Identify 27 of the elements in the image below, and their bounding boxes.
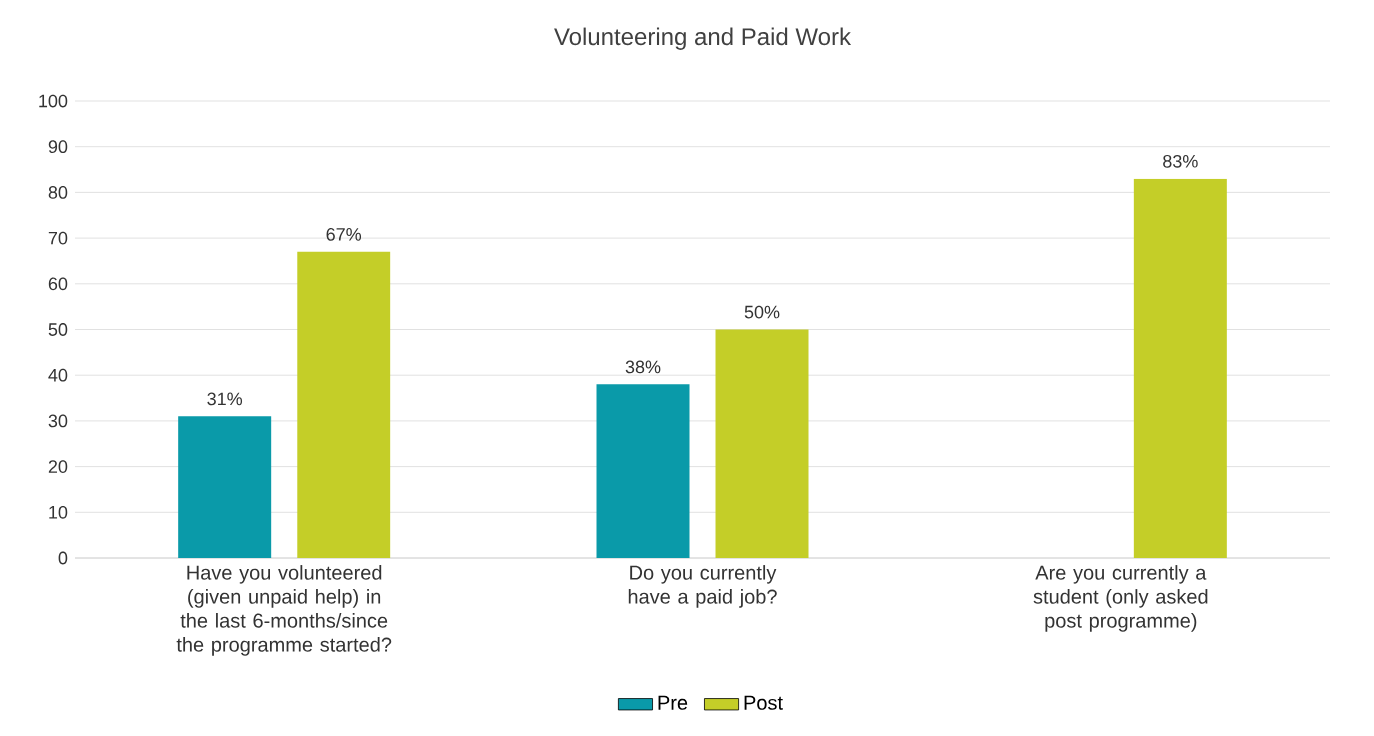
y-tick-label: 60 — [48, 277, 68, 291]
y-tick-label: 90 — [48, 140, 68, 154]
y-tick-label: 70 — [48, 231, 68, 245]
y-tick-label: 50 — [48, 323, 68, 336]
bar — [596, 384, 690, 559]
bar — [715, 329, 809, 559]
legend-label: Pre — [658, 695, 688, 710]
y-tick-label: 30 — [48, 414, 68, 428]
y-tick-label: 100 — [39, 94, 68, 108]
data-label: 38% — [625, 360, 661, 374]
y-tick-label: 40 — [48, 368, 68, 382]
bar — [178, 416, 272, 559]
y-tick-label: 0 — [58, 551, 68, 565]
x-tick-label: Are you currently a student (only asked post programme) — [1033, 565, 1208, 632]
chart-title: Volunteering and Paid Work — [554, 27, 852, 50]
y-tick-label: 20 — [48, 460, 68, 473]
bar — [1133, 178, 1227, 559]
legend-label: Post — [744, 695, 783, 710]
x-tick-label: Do you currently have a paid job? — [628, 565, 777, 608]
bar — [297, 251, 391, 559]
data-label: 31% — [207, 392, 243, 406]
x-tick-label: Have you volunteered (given unpaid help) in the last 6-months/since the programme started? — [176, 565, 392, 656]
y-tick-label: 80 — [48, 186, 68, 199]
data-label: 67% — [326, 228, 362, 241]
data-label: 50% — [744, 305, 780, 319]
data-label: 83% — [1163, 154, 1198, 168]
y-tick-label: 10 — [49, 505, 68, 519]
